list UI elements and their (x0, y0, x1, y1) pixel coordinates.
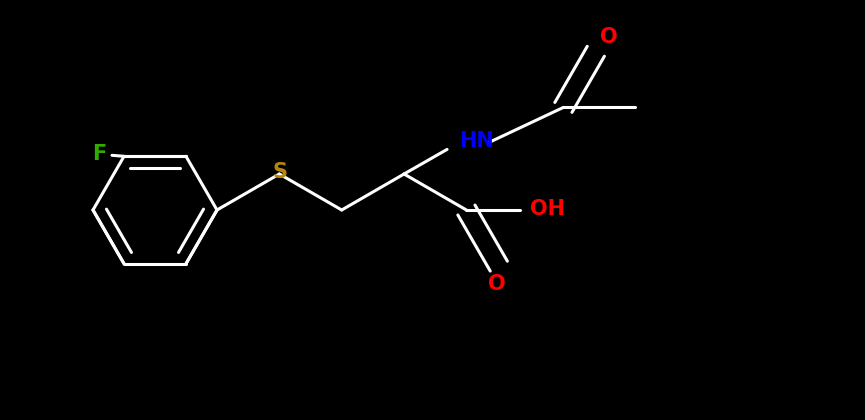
Text: S: S (272, 162, 288, 182)
Text: OH: OH (529, 199, 565, 219)
Text: O: O (599, 27, 618, 47)
Text: O: O (488, 274, 506, 294)
Text: F: F (92, 144, 106, 164)
Text: HN: HN (459, 131, 494, 151)
